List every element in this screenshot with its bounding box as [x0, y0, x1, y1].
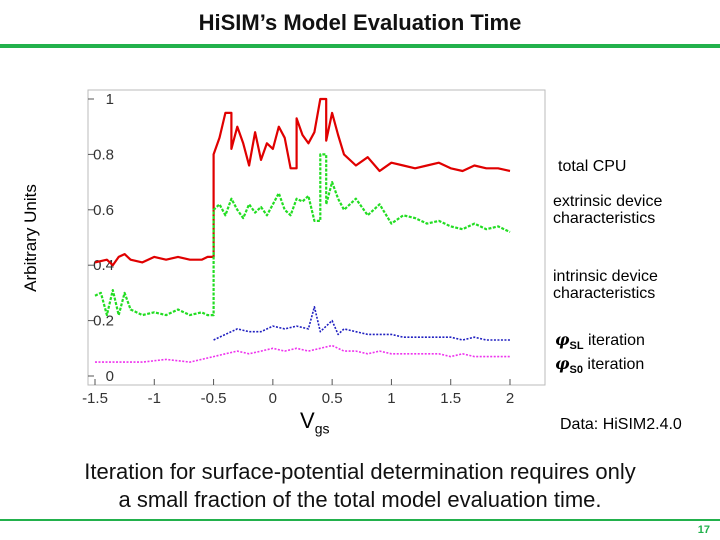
plot-frame [87, 89, 546, 386]
caption-line-1: Iteration for surface-potential determin… [84, 459, 636, 484]
phi-sl-text: iteration [583, 332, 645, 349]
footer-divider [0, 519, 720, 521]
y-tick-label: 0.2 [93, 313, 114, 330]
x-tick-label: -1 [148, 390, 161, 407]
y-tick-label: 0.6 [93, 202, 114, 219]
x-axis-label-main: V [300, 408, 315, 433]
slide-caption: Iteration for surface-potential determin… [0, 458, 720, 514]
x-tick-label: 1.5 [440, 390, 461, 407]
slide-title: HiSIM’s Model Evaluation Time [198, 10, 522, 35]
legend-total-cpu: total CPU [558, 158, 627, 175]
y-tick-label: 0 [106, 368, 114, 385]
phi-s0-text: iteration [582, 356, 645, 373]
x-tick-label: 0.5 [322, 390, 343, 407]
x-tick-label: -0.5 [201, 390, 227, 407]
data-source-note: Data: HiSIM2.4.0 [560, 416, 682, 433]
phi-s0-symbol: φS0 [555, 354, 583, 377]
legend-phi-sl: φSL iteration [555, 331, 645, 355]
x-tick-label: 0 [269, 390, 277, 407]
x-axis-ticks: -1.5 -1 -0.5 0 0.5 1 1.5 2 [82, 379, 514, 407]
x-tick-label: 2 [506, 390, 514, 407]
legend-extrinsic: extrinsic device characteristics [553, 193, 663, 227]
x-axis-label-sub: gs [314, 420, 330, 437]
series-extrinsic [94, 153, 511, 317]
caption-line-2: a small fraction of the total model eval… [118, 487, 602, 512]
x-tick-label: 1 [387, 390, 395, 407]
y-tick-label: 0.8 [93, 146, 114, 163]
legend-intrinsic: intrinsic device characteristics [553, 268, 658, 302]
series-total-cpu [94, 97, 511, 267]
y-axis-label: Arbitrary Units [21, 184, 40, 292]
series-phi-sl [213, 306, 510, 341]
title-divider [0, 44, 720, 48]
series-phi-s0 [95, 344, 510, 363]
series-group [94, 97, 511, 363]
x-axis-label: Vgs [300, 408, 329, 436]
legend-phi-s0: φS0 iteration [555, 355, 644, 379]
plot-area [88, 90, 545, 385]
phi-sl-symbol: φSL [555, 330, 584, 353]
page-number: 17 [697, 524, 710, 536]
x-tick-label: -1.5 [82, 390, 108, 407]
y-tick-label: 1 [106, 91, 114, 108]
